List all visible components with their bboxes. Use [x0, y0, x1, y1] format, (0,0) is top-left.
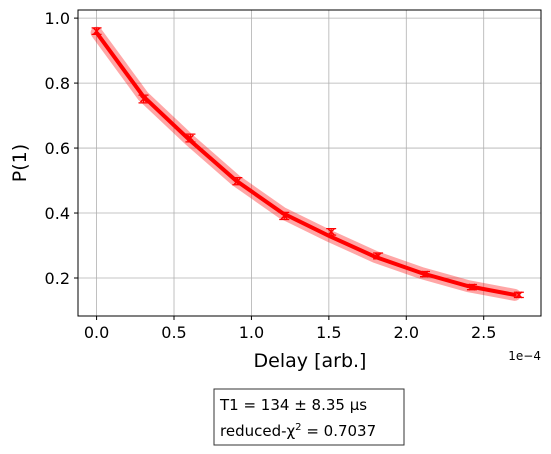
y-tick-label: 0.4 [45, 204, 70, 223]
y-tick-label: 0.8 [45, 74, 70, 93]
data-point [327, 228, 335, 236]
data-point [93, 27, 101, 35]
data-point [468, 283, 476, 291]
x-tick-label: 1.5 [316, 323, 341, 342]
data-point [374, 252, 382, 260]
y-tick-label: 1.0 [45, 9, 70, 28]
plot-frame [77, 9, 542, 317]
y-tick-label: 0.2 [45, 269, 70, 288]
data-point [280, 212, 288, 220]
annotation-text: = 0.7037 [302, 422, 377, 440]
fit-line [94, 30, 517, 297]
x-tick-label: 0.5 [161, 323, 186, 342]
x-axis-label: Delay [arb.] [254, 350, 367, 372]
x-tick-label: 1.0 [239, 323, 264, 342]
data-point [186, 134, 194, 142]
annotation-line: reduced-χ2 = 0.7037 [220, 422, 376, 440]
annotation-line: T1 = 134 ± 8.35 μs [219, 396, 367, 414]
data-point [515, 291, 523, 299]
annotation-box [213, 388, 405, 446]
x-tick-label: 2.5 [471, 323, 496, 342]
y-tick-label: 0.6 [45, 139, 70, 158]
annotation-text: reduced-χ [220, 422, 296, 440]
x-tick-label: 0.0 [84, 323, 109, 342]
data-point [233, 177, 241, 185]
x-tick-label: 2.0 [394, 323, 419, 342]
annotation-sup: 2 [295, 422, 301, 433]
data-point [139, 95, 148, 103]
y-axis-label: P(1) [9, 144, 31, 182]
x-offset-label: 1e−4 [508, 349, 541, 363]
data-point [421, 270, 429, 278]
fit-band [90, 26, 521, 301]
